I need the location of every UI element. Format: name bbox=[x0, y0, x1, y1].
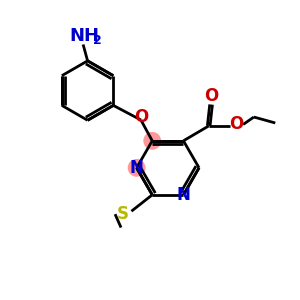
Text: O: O bbox=[230, 116, 244, 134]
Text: 2: 2 bbox=[93, 34, 101, 47]
Circle shape bbox=[128, 159, 146, 177]
Text: N: N bbox=[176, 186, 190, 204]
Text: O: O bbox=[204, 87, 218, 105]
Text: N: N bbox=[130, 159, 144, 177]
Text: O: O bbox=[134, 108, 148, 126]
Text: NH: NH bbox=[70, 27, 100, 45]
Circle shape bbox=[143, 132, 161, 150]
Text: S: S bbox=[117, 205, 129, 223]
